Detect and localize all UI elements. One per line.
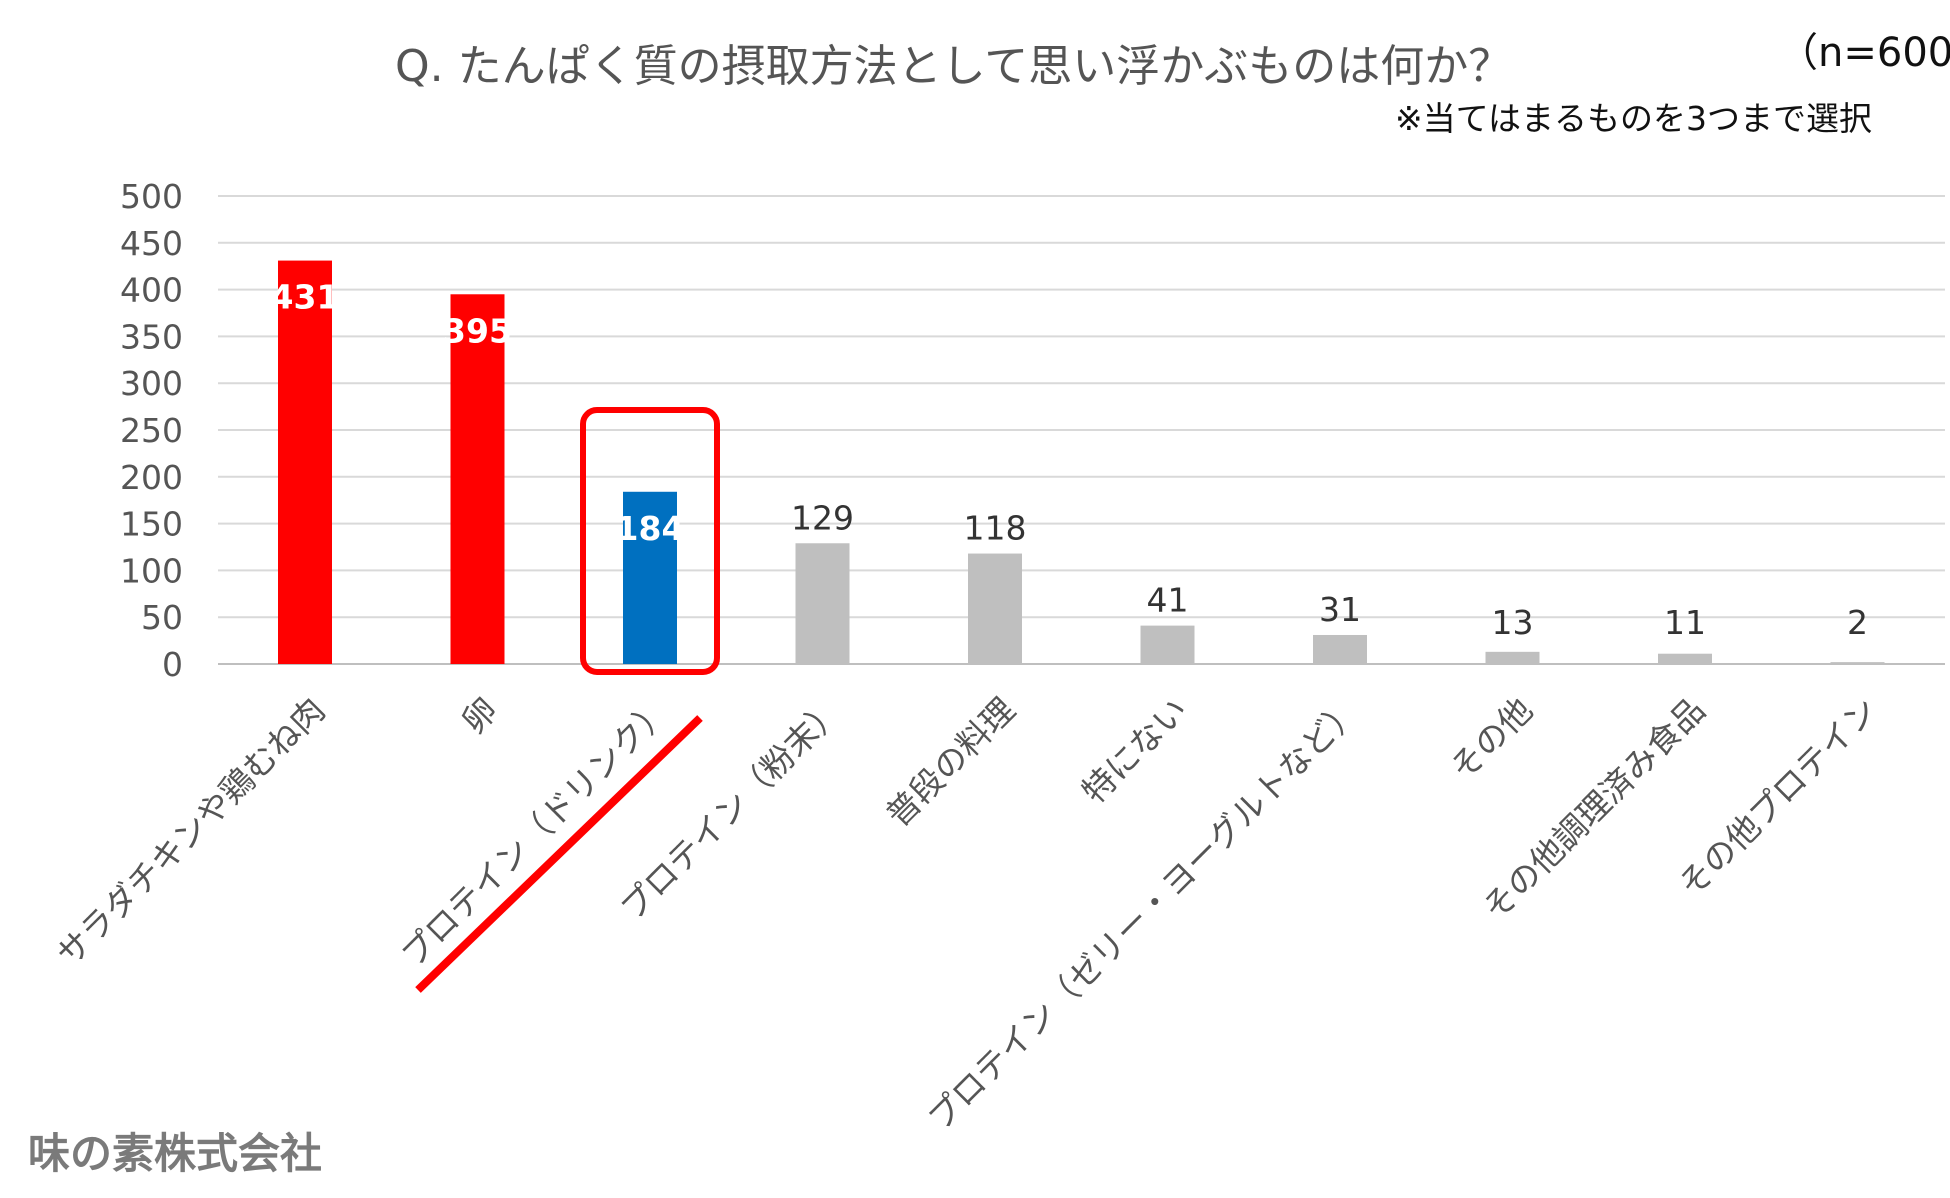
data-label: 431 [271,278,340,317]
data-label: 2 [1847,603,1868,642]
category-label: 特にない [1074,690,1195,811]
sample-size: （n=600） [1778,30,1950,76]
category-label: サラダチキンや鶏むね肉 [49,690,333,974]
category-label: プロテイン（ドリンク） [393,690,677,974]
y-tick-label: 400 [120,271,183,310]
highlight-box [580,407,720,675]
data-label: 118 [964,509,1027,548]
bar [450,294,505,664]
y-tick-label: 450 [120,224,183,263]
data-label: 31 [1319,590,1361,629]
bar [1658,653,1712,664]
y-axis: 0 50 100 150 200 250 300 350 400 450 500 [120,177,183,684]
bar [278,260,332,664]
data-labels: 431 395 184 129 118 41 31 13 11 2 [271,278,1868,642]
data-label: 11 [1664,603,1706,642]
y-tick-label: 350 [120,317,183,356]
category-label: 卵 [454,690,505,741]
category-label: 普段の料理 [878,690,1022,834]
y-tick-label: 300 [120,364,183,403]
chart-title: Q. たんぱく質の摂取方法として思い浮かぶものは何か？ [395,41,1513,92]
y-tick-label: 100 [120,551,183,590]
y-tick-label: 0 [162,645,183,684]
bar [1140,625,1195,664]
selection-note: ※当てはまるものを3つまで選択 [1395,99,1872,138]
bar [1313,634,1367,664]
y-tick-label: 50 [141,598,183,637]
y-tick-label: 250 [120,411,183,450]
y-tick-label: 200 [120,458,183,497]
y-tick-label: 150 [120,505,183,544]
bar [795,543,850,664]
company-name: 味の素株式会社 [28,1129,323,1178]
data-label: 395 [443,311,512,350]
highlight-annotation [415,407,720,993]
bar [623,491,677,664]
bar [1485,651,1540,664]
data-label: 184 [616,509,685,548]
data-label: 41 [1147,581,1189,620]
data-label: 13 [1492,603,1534,642]
bar [968,553,1022,664]
category-label: その他 [1443,690,1541,788]
y-tick-label: 500 [120,177,183,216]
bars [278,260,1885,664]
highlight-underline [415,715,703,993]
bar [1830,662,1885,664]
data-label: 129 [791,498,854,537]
grid-lines [218,195,1945,665]
